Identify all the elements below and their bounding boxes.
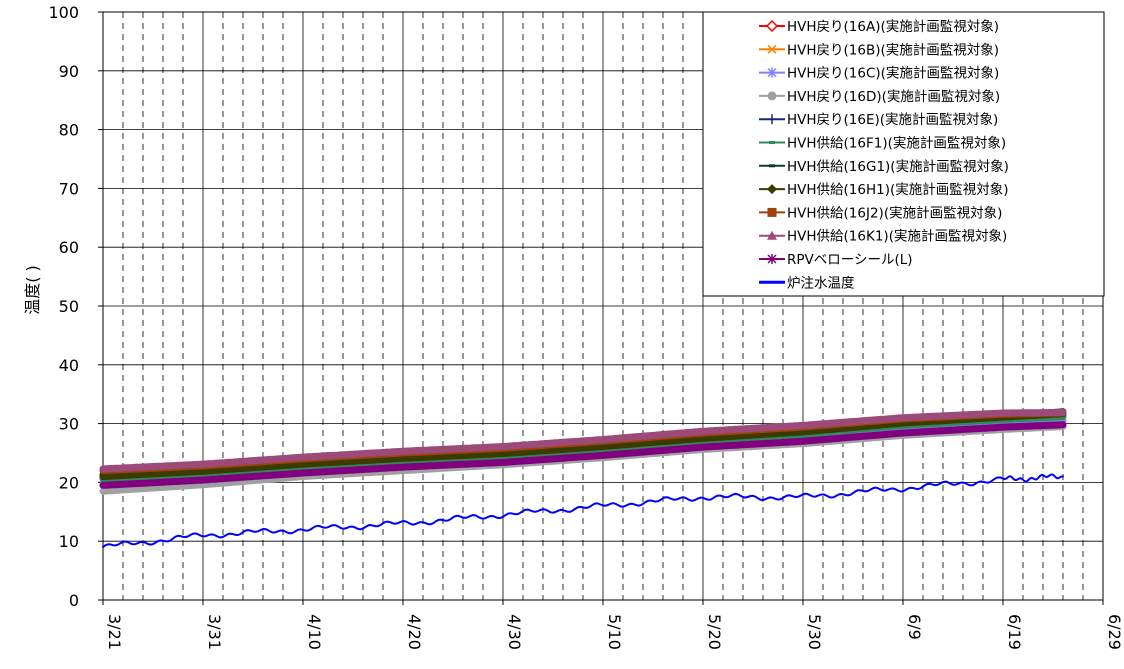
x-tick-label: 5/20 [705, 614, 724, 650]
legend-box [702, 11, 1105, 297]
legend-label: HVH供給(16G1)(実施計画監視対象) [787, 158, 1009, 175]
legend-label: HVH戻り(16E)(実施計画監視対象) [787, 111, 998, 128]
series-line [99, 410, 1067, 480]
series-line [102, 473, 1064, 549]
legend: HVH戻り(16A)(実施計画監視対象) HVH戻り(16B)(実施計画監視対象)… [702, 11, 1105, 297]
x-tick-label: 3/31 [205, 614, 224, 650]
y-tick-label: 0 [69, 591, 79, 610]
legend-marker [767, 207, 777, 217]
legend-label: HVH戻り(16C)(実施計画監視対象) [787, 65, 999, 82]
y-tick-label: 50 [59, 297, 79, 316]
x-tick-label: 4/20 [405, 614, 424, 650]
legend-label: HVH戻り(16B)(実施計画監視対象) [787, 41, 999, 58]
legend-label: HVH供給(16F1)(実施計画監視対象) [787, 135, 1006, 152]
x-tick-label: 3/21 [105, 614, 124, 650]
x-tick-label: 6/19 [1005, 614, 1024, 650]
legend-marker [765, 19, 779, 33]
legend-label: HVH戻り(16A)(実施計画監視対象) [787, 18, 999, 35]
legend-marker [767, 184, 777, 195]
legend-label: HVH供給(16H1)(実施計画監視対象) [787, 181, 1009, 198]
x-tick-label: 5/30 [805, 614, 824, 650]
y-tick-label: 100 [48, 3, 79, 22]
y-tick-label: 90 [59, 62, 79, 81]
series-line [99, 408, 1067, 473]
y-tick-label: 70 [59, 179, 79, 198]
legend-marker [767, 91, 777, 101]
legend-marker [767, 254, 777, 264]
y-axis-label: 温度( ) [23, 265, 42, 315]
x-tick-label: 4/10 [305, 614, 324, 650]
y-tick-label: 40 [59, 356, 79, 375]
legend-marker [767, 67, 777, 78]
x-tick-label: 6/9 [905, 614, 924, 640]
legend-label: RPVベローシール(L) [787, 252, 913, 268]
series-line [99, 421, 1067, 489]
y-tick-label: 20 [59, 473, 79, 492]
y-tick-label: 30 [59, 415, 79, 434]
y-tick-label: 80 [59, 121, 79, 140]
y-tick-label: 10 [59, 532, 79, 551]
series-group [99, 408, 1067, 549]
x-tick-label: 5/10 [605, 614, 624, 650]
y-axis-ticks: 0 10 20 30 40 50 60 70 80 90 100 [48, 3, 103, 610]
x-tick-label: 4/30 [505, 614, 524, 650]
x-axis-ticks: 3/21 3/31 4/10 4/20 4/30 5/10 5/20 5/30 6/9 6/19 6… [102, 600, 1124, 650]
legend-marker [767, 230, 777, 240]
legend-label: HVH戻り(16D)(実施計画監視対象) [787, 88, 1000, 105]
legend-label: HVH供給(16K1)(実施計画監視対象) [787, 228, 1007, 245]
legend-label: 炉注水温度 [787, 275, 855, 291]
x-tick-label: 6/29 [1105, 614, 1124, 650]
y-tick-label: 60 [59, 238, 79, 257]
legend-marker [767, 44, 777, 54]
legend-label: HVH供給(16J2)(実施計画監視対象) [787, 204, 1002, 221]
